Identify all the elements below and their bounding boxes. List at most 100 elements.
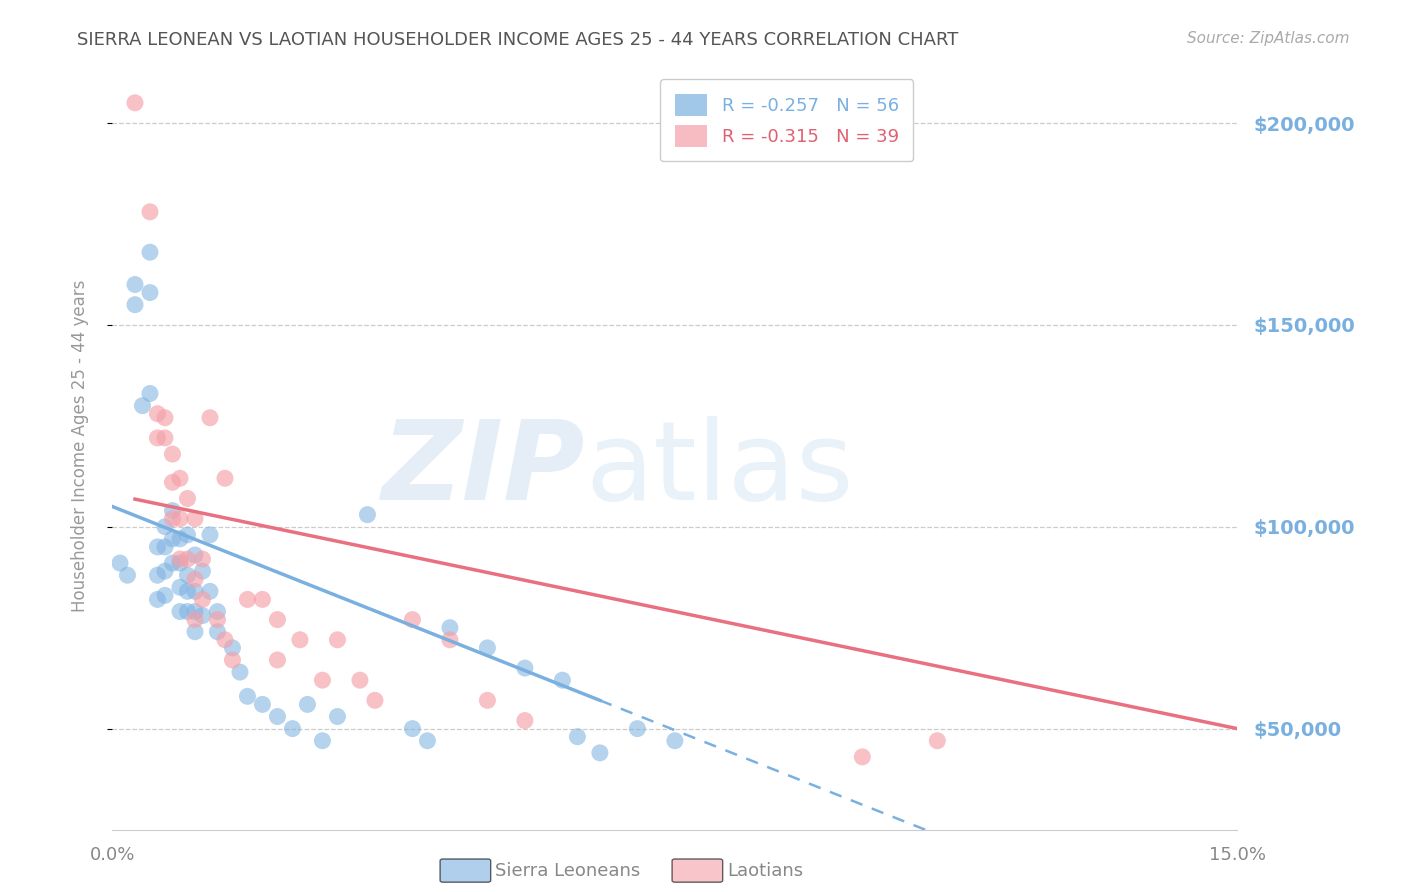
Point — [349, 673, 371, 688]
Point — [311, 733, 333, 747]
Point — [252, 698, 274, 712]
Point — [311, 673, 333, 688]
Point — [221, 653, 243, 667]
Point — [191, 608, 214, 623]
Point — [513, 661, 536, 675]
Point — [153, 410, 176, 425]
Point — [146, 407, 169, 421]
Point — [169, 605, 191, 619]
Point — [184, 605, 207, 619]
Point — [439, 632, 461, 647]
Point — [297, 698, 319, 712]
Point — [184, 613, 207, 627]
Point — [513, 714, 536, 728]
Point — [364, 693, 387, 707]
Point — [169, 532, 191, 546]
Point — [401, 613, 423, 627]
Point — [236, 592, 259, 607]
Text: ZIP: ZIP — [381, 416, 585, 523]
Point — [184, 572, 207, 586]
Point — [169, 580, 191, 594]
Point — [176, 491, 198, 506]
Point — [326, 709, 349, 723]
Point — [124, 95, 146, 110]
Point — [108, 556, 131, 570]
Point — [288, 632, 311, 647]
Point — [139, 204, 162, 219]
Point — [117, 568, 139, 582]
Point — [207, 605, 229, 619]
Point — [176, 552, 198, 566]
Point — [477, 693, 499, 707]
Point — [927, 733, 949, 747]
Point — [131, 399, 153, 413]
Point — [439, 621, 461, 635]
Point — [477, 640, 499, 655]
Point — [664, 733, 686, 747]
Point — [162, 532, 184, 546]
Point — [162, 447, 184, 461]
Point — [252, 592, 274, 607]
Point — [176, 584, 198, 599]
Point — [229, 665, 252, 679]
Point — [281, 722, 304, 736]
Point — [169, 552, 191, 566]
Point — [266, 613, 288, 627]
Text: Sierra Leoneans: Sierra Leoneans — [495, 863, 640, 880]
Point — [146, 568, 169, 582]
Legend: R = -0.257   N = 56, R = -0.315   N = 39: R = -0.257 N = 56, R = -0.315 N = 39 — [661, 79, 914, 161]
Point — [214, 632, 236, 647]
Point — [169, 471, 191, 485]
Point — [162, 503, 184, 517]
Point — [356, 508, 378, 522]
Point — [326, 632, 349, 647]
Point — [169, 511, 191, 525]
Y-axis label: Householder Income Ages 25 - 44 years: Householder Income Ages 25 - 44 years — [70, 280, 89, 612]
Point — [153, 588, 176, 602]
Point — [169, 556, 191, 570]
Point — [124, 277, 146, 292]
Point — [401, 722, 423, 736]
Point — [162, 556, 184, 570]
Point — [567, 730, 589, 744]
Point — [589, 746, 612, 760]
Point — [214, 471, 236, 485]
Point — [198, 528, 221, 542]
Text: Laotians: Laotians — [727, 863, 803, 880]
Point — [146, 540, 169, 554]
Point — [184, 624, 207, 639]
Point — [184, 511, 207, 525]
Point — [153, 540, 176, 554]
Point — [153, 520, 176, 534]
Point — [851, 750, 873, 764]
Text: atlas: atlas — [585, 416, 853, 523]
Point — [551, 673, 574, 688]
Point — [221, 640, 243, 655]
Point — [198, 584, 221, 599]
Point — [184, 584, 207, 599]
Point — [184, 548, 207, 562]
Point — [236, 690, 259, 704]
Point — [162, 475, 184, 490]
Point — [153, 431, 176, 445]
Point — [139, 245, 162, 260]
Point — [416, 733, 439, 747]
Text: Source: ZipAtlas.com: Source: ZipAtlas.com — [1187, 31, 1350, 46]
Point — [146, 592, 169, 607]
Point — [191, 552, 214, 566]
Point — [162, 511, 184, 525]
Point — [146, 431, 169, 445]
Point — [266, 653, 288, 667]
Point — [139, 386, 162, 401]
Point — [139, 285, 162, 300]
Text: SIERRA LEONEAN VS LAOTIAN HOUSEHOLDER INCOME AGES 25 - 44 YEARS CORRELATION CHAR: SIERRA LEONEAN VS LAOTIAN HOUSEHOLDER IN… — [77, 31, 959, 49]
Point — [626, 722, 648, 736]
Point — [176, 568, 198, 582]
Point — [198, 410, 221, 425]
Point — [191, 592, 214, 607]
Point — [191, 564, 214, 578]
Point — [207, 613, 229, 627]
Point — [207, 624, 229, 639]
Point — [176, 528, 198, 542]
Point — [266, 709, 288, 723]
